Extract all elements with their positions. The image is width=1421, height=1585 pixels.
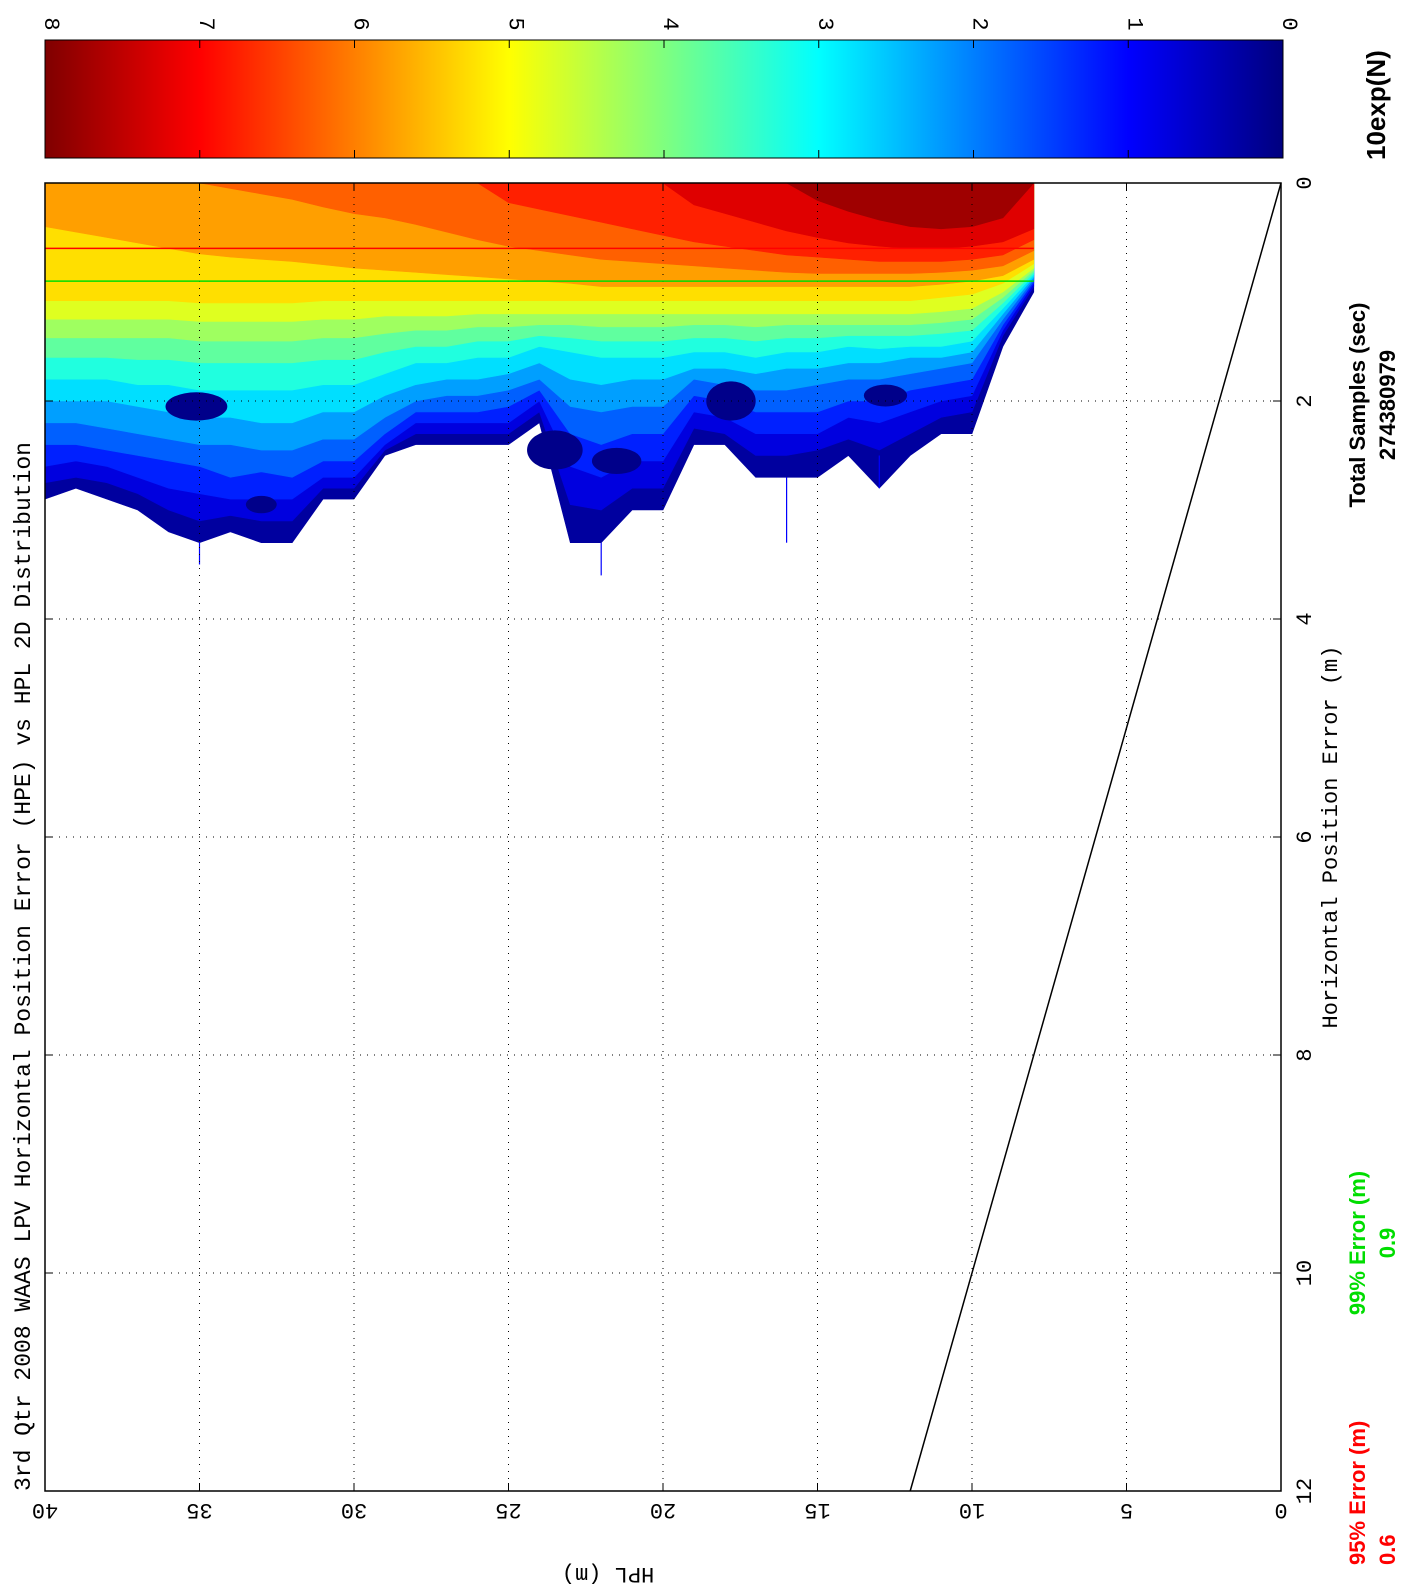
total-samples-value: 274380979	[1375, 350, 1400, 460]
spikes	[198, 455, 880, 576]
dark-patch	[245, 495, 277, 514]
dark-patch	[527, 430, 583, 470]
x-tick-label: 4	[1293, 612, 1318, 625]
grid-lines	[45, 183, 1281, 1491]
y-tick-label: 10	[959, 1497, 985, 1522]
hpe-99-label: 99% Error (m)	[1345, 1171, 1370, 1315]
dark-patch	[165, 392, 228, 421]
colorbar-tick-label: 7	[193, 17, 218, 30]
dark-patch	[706, 381, 756, 421]
colorbar-tick-label: 3	[812, 17, 837, 30]
hpe-95-value: 0.6	[1375, 1534, 1400, 1565]
dark-patches	[165, 381, 908, 514]
y-tick-label: 5	[1120, 1497, 1133, 1522]
colorbar-label: 10exp(N)	[1361, 50, 1391, 160]
colorbar-tick-label: 2	[967, 17, 992, 30]
dark-patch	[863, 384, 908, 407]
reference-line	[909, 182, 1282, 1492]
y-tick-label: 25	[495, 1497, 521, 1522]
x-tick-label: 2	[1293, 394, 1318, 407]
y-tick-label: 40	[32, 1497, 58, 1522]
y-tick-label: 15	[804, 1497, 830, 1522]
y-tick-label: 30	[341, 1497, 367, 1522]
y-ticks: 0 5 10 15 20 25 30 35 40	[32, 183, 1288, 1522]
hpe-95-label: 95% Error (m)	[1345, 1421, 1370, 1565]
contour-fill	[44, 182, 1035, 544]
chart-title: 3rd Qtr 2008 WAAS LPV Horizontal Positio…	[11, 442, 37, 1491]
x-tick-label: 6	[1293, 830, 1318, 843]
x-tick-label: 10	[1293, 1260, 1318, 1286]
colorbar-ticks: 0 1 2 3 4 5 6 7 8	[38, 17, 1301, 158]
total-samples-label: Total Samples (sec)	[1345, 303, 1370, 508]
x-tick-label: 12	[1293, 1478, 1318, 1504]
y-tick-label: 35	[186, 1497, 212, 1522]
y-axis-label: HPL (m)	[562, 1561, 654, 1585]
plot-area: 0 2 4 6 8 10 12 0 5 10 15 20 25 30 35 40	[32, 176, 1318, 1522]
colorbar-tick-label: 4	[657, 17, 682, 30]
y-tick-label: 20	[650, 1497, 676, 1522]
y-tick-label: 0	[1274, 1497, 1287, 1522]
colorbar: 0 1 2 3 4 5 6 7 8 10exp(N)	[38, 17, 1391, 160]
dark-patch	[591, 447, 642, 475]
x-axis-label: Horizontal Position Error (m)	[1319, 646, 1344, 1029]
x-tick-label: 8	[1293, 1048, 1318, 1061]
x-ticks: 0 2 4 6 8 10 12	[45, 176, 1318, 1504]
x-tick-label: 0	[1293, 176, 1318, 189]
colorbar-tick-label: 5	[502, 17, 527, 30]
hpe-99-value: 0.9	[1375, 1228, 1400, 1259]
colorbar-gradient	[44, 39, 1284, 159]
colorbar-tick-label: 0	[1276, 17, 1301, 30]
colorbar-tick-label: 8	[38, 17, 63, 30]
colorbar-tick-label: 6	[348, 17, 373, 30]
colorbar-tick-label: 1	[1121, 17, 1146, 30]
